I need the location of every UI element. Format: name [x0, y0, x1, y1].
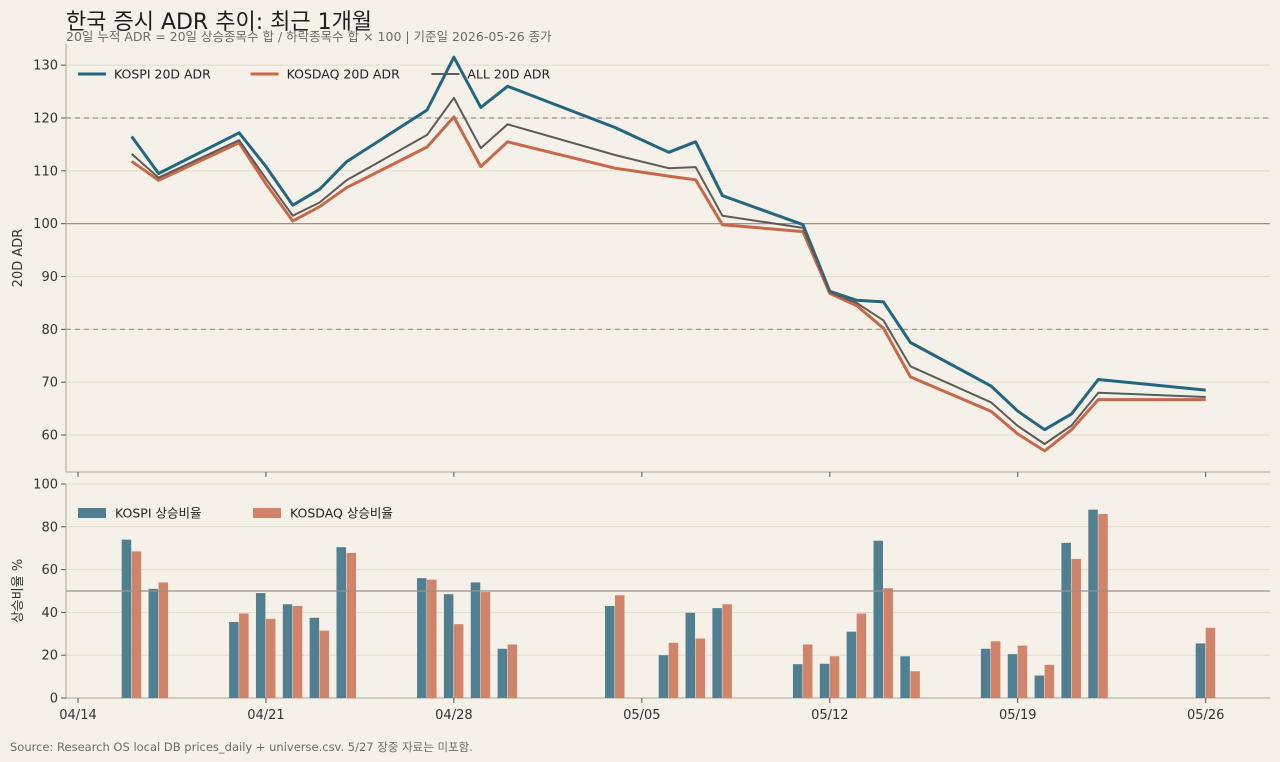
bar-kospi_bar: [685, 612, 696, 698]
x-tick-label: 05/05: [623, 708, 660, 723]
x-tick-label: 05/12: [811, 708, 848, 723]
y-tick-label: 80: [41, 323, 58, 338]
series-line-all: [131, 96, 1206, 445]
bar-kospi_bar: [470, 582, 481, 698]
x-tick-label: 04/21: [247, 708, 284, 723]
bar-kospi_bar: [255, 593, 266, 698]
x-tick-label: 04/28: [435, 708, 472, 723]
bar-kosdaq_bar: [319, 630, 330, 698]
bar-kospi_bar: [497, 648, 508, 698]
bar-kosdaq_bar: [265, 618, 276, 698]
bar-kospi_bar: [900, 656, 910, 698]
adr-line-panel: 60 70 80 90 100 110 120 130 20D ADR KOSPI 20D ADR…: [11, 44, 1270, 477]
bar-kospi_bar: [846, 631, 857, 698]
bar-kospi_bar: [980, 648, 991, 698]
bar-kospi_bar: [873, 540, 883, 698]
bar-kosdaq_bar: [453, 624, 464, 698]
legend-label: KOSPI 20D ADR: [114, 67, 211, 82]
bar-kosdaq_bar: [722, 604, 732, 698]
bar-kospi_bar: [309, 617, 320, 698]
advance-ratio-bar-panel: 0 20 40 60 80 100 상승비율 % 04/14 04/21 04/28 05/05 05…: [11, 478, 1270, 723]
y-tick-label: 120: [33, 111, 58, 126]
bar-kospi_bar: [712, 608, 722, 698]
bar-kospi_bar: [148, 588, 159, 698]
y-tick-label: 60: [41, 429, 58, 444]
bar-kosdaq_bar: [990, 641, 1001, 698]
series-line-kospi: [130, 55, 1206, 432]
y-tick-label: 110: [33, 164, 58, 179]
bar-kospi_bar: [336, 547, 346, 698]
bar-kosdaq_bar: [1071, 558, 1081, 698]
bar-kosdaq_bar: [239, 613, 249, 698]
bar-kospi_bar: [121, 539, 132, 698]
legend-swatch: [253, 508, 281, 518]
y-tick-label: 70: [41, 376, 58, 391]
bar-kospi_bar: [443, 594, 454, 698]
y-tick-label: 40: [41, 606, 58, 621]
bar-kosdaq_bar: [158, 582, 169, 698]
legend-label: KOSPI 상승비율: [115, 506, 202, 521]
bar-kosdaq_bar: [131, 551, 142, 698]
bar-kosdaq_bar: [346, 552, 356, 698]
x-tick-label: 05/26: [1187, 708, 1224, 723]
y-tick-label: 130: [33, 59, 58, 74]
bar-kosdaq_bar: [507, 644, 518, 698]
bar-kosdaq_bar: [856, 613, 867, 698]
y-tick-label: 0: [50, 692, 58, 707]
bar-kosdaq_bar: [292, 605, 303, 698]
bar-kospi_bar: [1088, 509, 1098, 698]
bar-kospi_bar: [1007, 654, 1018, 698]
legend-swatch: [78, 508, 106, 518]
y-axis-label: 20D ADR: [11, 229, 26, 288]
bar-kosdaq_bar: [910, 671, 920, 698]
x-tick-label: 05/19: [999, 708, 1036, 723]
bar-kosdaq_bar: [829, 656, 840, 698]
bar-kospi_bar: [792, 664, 803, 698]
bar-kosdaq_bar: [427, 579, 437, 698]
bar-kospi_bar: [658, 655, 669, 698]
y-tick-label: 100: [33, 217, 58, 232]
legend-label: KOSDAQ 20D ADR: [287, 67, 401, 82]
y-tick-label: 100: [33, 478, 58, 493]
bar-kospi_bar: [605, 605, 615, 698]
bar-kosdaq_bar: [695, 638, 706, 698]
bar-kosdaq_bar: [802, 644, 813, 698]
legend-label: KOSDAQ 상승비율: [290, 506, 393, 521]
bar-kosdaq_bar: [668, 642, 679, 698]
bar-kosdaq_bar: [1098, 513, 1108, 698]
bar-kosdaq_bar: [883, 588, 893, 698]
bar-kosdaq_bar: [615, 595, 625, 698]
y-tick-label: 20: [41, 649, 58, 664]
series-line-kosdaq: [130, 115, 1206, 453]
bar-kospi_bar: [1061, 542, 1071, 698]
chart-title: 한국 증시 ADR 추이: 최근 1개월: [66, 10, 373, 35]
bar-kosdaq_bar: [480, 592, 491, 698]
bar-kosdaq_bar: [1044, 664, 1055, 698]
bar-kospi_bar: [1034, 675, 1045, 698]
bar-kosdaq_bar: [1017, 645, 1028, 698]
y-tick-label: 60: [41, 563, 58, 578]
bar-kospi_bar: [417, 578, 427, 698]
y-tick-label: 80: [41, 520, 58, 535]
bar-kospi_bar: [282, 604, 293, 698]
chart-subtitle: 20일 누적 ADR = 20일 상승종목수 합 / 하락종목수 합 × 100…: [66, 29, 552, 44]
legend-label: ALL 20D ADR: [467, 67, 550, 82]
y-axis-label: 상승비율 %: [11, 559, 26, 623]
source-note: Source: Research OS local DB prices_dail…: [10, 740, 473, 754]
x-tick-label: 04/14: [59, 708, 96, 723]
y-tick-label: 90: [41, 270, 58, 285]
bar-kosdaq_bar: [1205, 627, 1216, 698]
bar-kospi_bar: [1195, 643, 1206, 698]
bar-kospi_bar: [229, 622, 239, 698]
bar-kospi_bar: [819, 663, 830, 698]
